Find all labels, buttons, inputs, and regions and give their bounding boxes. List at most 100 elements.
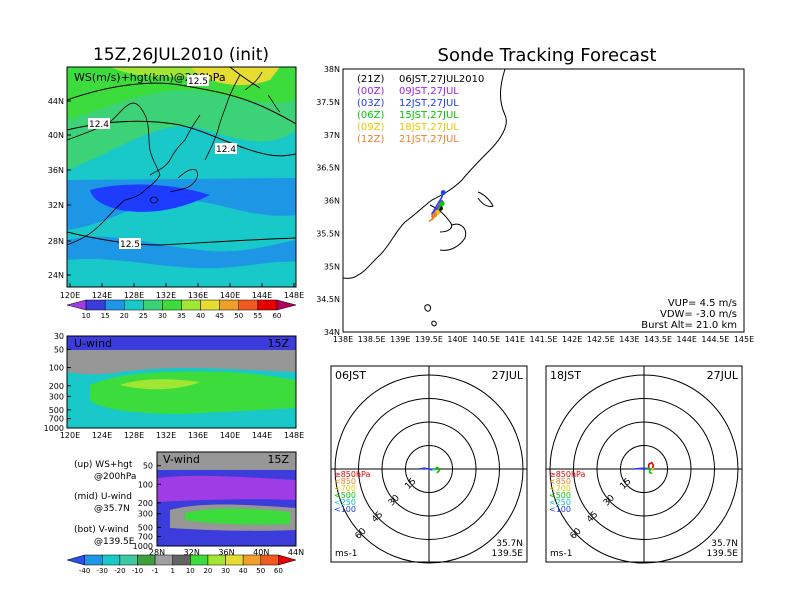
colorbar-tick: 30 <box>221 567 230 575</box>
lon-tick-label: 132E <box>156 431 176 440</box>
colorbar-cell <box>66 554 85 566</box>
hodo-trace <box>419 467 433 471</box>
colorbar-tick: 50 <box>234 312 243 320</box>
lon-tick-label: 140E <box>220 291 240 300</box>
vwind-field <box>157 452 296 546</box>
launch-time: 18JST,27JUL <box>399 122 459 133</box>
lon-tick-label: 136E <box>188 291 208 300</box>
colorbar-tick: 20 <box>120 312 129 320</box>
hodo-lon: 139.5E <box>492 549 524 559</box>
launch-time: 12JST,27JUL <box>399 98 459 109</box>
track-endpoint <box>439 201 445 207</box>
pressure-tick-label: 1000 <box>133 542 153 551</box>
colorbar-cell <box>85 299 106 311</box>
pressure-tick-label: 1000 <box>44 424 64 433</box>
colorbar-tick: 60 <box>272 312 281 320</box>
pressure-tick-label: 30 <box>54 332 64 341</box>
wind-colorbar <box>66 554 297 566</box>
info-vup: VUP= 4.5 m/s <box>668 298 737 309</box>
lat-tick-label: 40N <box>48 131 64 140</box>
launch-legend: (21Z) 06JST,27JUL2010 (00Z) 09JST,27JUL (03Z… <box>357 74 484 145</box>
lon-tick-label: 142.5E <box>587 335 615 344</box>
lat-tick-label: 44N <box>288 548 304 557</box>
lon-tick-label: 138.5E <box>358 335 386 344</box>
hodo-lon: 139.5E <box>707 549 739 559</box>
hodo-legend-item: <100 <box>334 505 356 514</box>
colorbar-tick: 10 <box>186 567 195 575</box>
lon-tick-label: 124E <box>92 431 112 440</box>
contour-label: 12.4 <box>216 145 236 155</box>
colorbar-tick: -20 <box>114 567 125 575</box>
lon-tick-label: 144E <box>252 291 272 300</box>
hodo-trace <box>634 467 648 470</box>
colorbar-tick: 40 <box>239 567 248 575</box>
hodo-date: 27JUL <box>492 369 524 382</box>
launch-code: (09Z) <box>357 122 384 133</box>
lat-tick-label: 24N <box>48 271 64 280</box>
hodograph-18jst: 18JST 27JUL15304560ms-135.7N139.5E≥850hPa… <box>545 365 743 564</box>
colorbar-cell <box>225 554 244 566</box>
launch-code: (21Z) <box>357 74 384 85</box>
pressure-tick-label: 300 <box>138 510 153 519</box>
colorbar-cell <box>276 299 297 311</box>
hodo-legend-item: ≥850hPa <box>334 470 371 479</box>
hodo-trace <box>434 466 441 474</box>
colorbar-tick: 20 <box>203 567 212 575</box>
lat-tick-label: 32N <box>48 201 64 210</box>
colorbar-tick: -1 <box>152 567 159 575</box>
colorbar-cell <box>200 299 220 311</box>
track-title: Sonde Tracking Forecast <box>438 45 657 66</box>
hodo-trace <box>647 461 655 469</box>
hodo-legend-item: <850 <box>334 477 356 486</box>
colorbar-tick: 35 <box>177 312 186 320</box>
contour-label: 12.5 <box>120 240 140 250</box>
colorbar-cell <box>172 554 191 566</box>
pressure-tick-label: 700 <box>49 415 64 424</box>
legend-line: (mid) U-wind <box>74 492 132 502</box>
hodo-legend-item: <500 <box>334 491 356 500</box>
launch-time: 21JST,27JUL <box>399 134 459 145</box>
vwind-label: V-wind <box>163 453 200 466</box>
colorbar-cell <box>238 299 259 311</box>
pressure-tick-label: 500 <box>49 406 64 415</box>
vwind-time: 15Z <box>267 453 289 466</box>
hodo-lat: 35.7N <box>711 539 738 549</box>
colorbar-cell <box>190 554 209 566</box>
lat-tick-label: 36N <box>324 197 340 206</box>
uwind-time: 15Z <box>267 337 289 350</box>
lat-tick-label: 35.5N <box>316 229 340 238</box>
hodo-lat: 35.7N <box>496 539 523 549</box>
pressure-tick-label: 200 <box>49 382 64 391</box>
lat-tick-label: 34.5N <box>316 295 340 304</box>
hgt-contours <box>67 67 296 246</box>
colorbar-cell <box>66 299 87 311</box>
panel-legend: (up) WS+hgt @200hPa (mid) U-wind @35.7N … <box>74 460 136 547</box>
lon-tick-label: 141.5E <box>530 335 558 344</box>
launch-code: (06Z) <box>357 110 384 121</box>
colorbar-tick: -40 <box>79 567 90 575</box>
contour-label: 12.5 <box>188 77 208 87</box>
lat-tick-label: 35N <box>324 262 340 271</box>
uwind-field <box>67 336 296 428</box>
hodo-time: 06JST <box>335 369 366 382</box>
lon-tick-label: 140E <box>447 335 467 344</box>
colorbar-tick: 30 <box>158 312 167 320</box>
colorbar-cell <box>278 554 297 566</box>
map-title: 15Z,26JUL2010 (init) <box>93 45 269 65</box>
colorbar-cell <box>143 299 163 311</box>
lon-tick-label: 128E <box>124 291 144 300</box>
lon-tick-label: 144E <box>677 335 697 344</box>
contour-label-group: 12.5 12.4 12.4 12.5 <box>88 75 237 250</box>
lon-tick-label: 143.5E <box>644 335 672 344</box>
lat-tick-label: 28N <box>48 237 64 246</box>
legend-line: (up) WS+hgt <box>74 460 133 470</box>
track-endpoint <box>432 212 438 218</box>
colorbar-cell <box>101 554 121 566</box>
pressure-tick-label: 50 <box>54 345 64 354</box>
colorbar-tick: -10 <box>132 567 143 575</box>
info-burst: Burst Alt= 21.0 km <box>641 320 737 331</box>
legend-line: (bot) V-wind <box>74 525 129 535</box>
